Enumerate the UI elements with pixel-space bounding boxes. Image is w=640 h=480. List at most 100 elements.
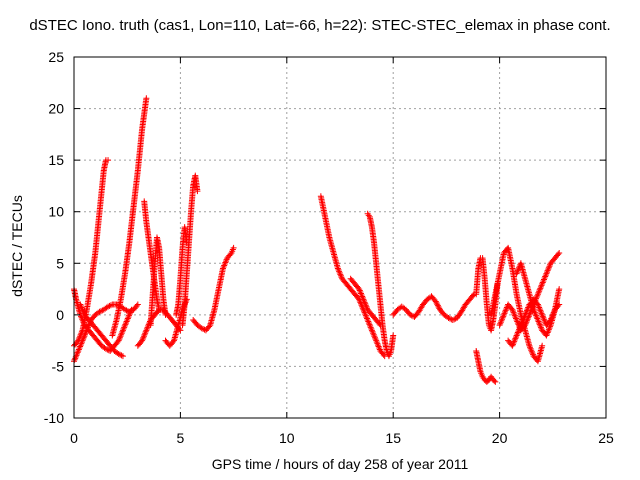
data-point [523, 308, 530, 315]
data-point [357, 289, 364, 296]
data-point [514, 267, 521, 274]
data-point [536, 288, 543, 295]
data-point [143, 325, 150, 332]
data-point [534, 301, 541, 308]
data-point [81, 331, 88, 338]
data-point [124, 317, 131, 324]
data-point [546, 325, 553, 332]
data-point [541, 317, 548, 324]
data-point [373, 339, 380, 346]
data-point [367, 322, 374, 329]
data-point [78, 304, 85, 311]
data-point [544, 269, 551, 276]
data-point [375, 343, 382, 350]
data-point [528, 347, 535, 354]
data-point [105, 303, 112, 310]
data-point [143, 327, 150, 334]
data-point [336, 269, 343, 276]
x-tick-label: 20 [492, 430, 508, 446]
data-point [434, 301, 441, 308]
data-point [519, 319, 526, 326]
data-point [556, 301, 563, 308]
data-point [497, 320, 504, 327]
data-point [118, 352, 125, 359]
data-point [80, 336, 87, 343]
data-point [524, 305, 531, 312]
grid-lines [74, 57, 606, 418]
data-point [528, 348, 535, 355]
data-point [513, 315, 520, 322]
data-point [535, 289, 542, 296]
data-point [510, 339, 517, 346]
data-point [337, 272, 344, 279]
data-point [356, 286, 363, 293]
data-point [534, 317, 541, 324]
data-point [369, 328, 376, 335]
data-point [516, 326, 523, 333]
data-point [542, 272, 549, 279]
data-point [390, 332, 397, 339]
data-point [367, 324, 374, 331]
data-point [359, 293, 366, 300]
data-point [510, 309, 517, 316]
data-point [527, 344, 533, 351]
data-point [74, 349, 81, 356]
data-point [361, 297, 368, 304]
data-point [537, 308, 544, 315]
data-point [511, 312, 518, 319]
data-point [514, 318, 521, 325]
data-point [357, 290, 364, 297]
data-point [121, 322, 128, 329]
data-point [511, 311, 518, 318]
data-point [446, 315, 453, 322]
y-tick-label: 15 [48, 152, 64, 168]
data-point [362, 311, 369, 318]
data-point [96, 308, 103, 315]
data-point [539, 279, 546, 286]
data-point [536, 304, 543, 311]
data-point [359, 294, 366, 301]
data-point [514, 319, 521, 326]
data-point [502, 308, 509, 315]
data-point [497, 319, 504, 326]
data-point [520, 314, 527, 321]
data-point [356, 287, 363, 294]
data-point [115, 351, 122, 358]
data-point [547, 323, 554, 330]
data-point [556, 249, 563, 256]
data-point [539, 313, 546, 320]
data-point [531, 308, 538, 315]
data-point [530, 306, 537, 313]
data-point [500, 313, 507, 320]
data-point [502, 307, 509, 314]
data-point [514, 331, 521, 338]
data-point [219, 265, 226, 272]
data-point [75, 346, 82, 353]
data-point [116, 336, 123, 343]
data-point [500, 311, 507, 318]
y-tick-label: 25 [48, 49, 64, 65]
x-tick-label: 0 [70, 430, 78, 446]
data-point [364, 315, 371, 322]
data-point [117, 351, 124, 358]
data-point [336, 268, 343, 275]
data-point [540, 276, 547, 283]
data-point [360, 296, 367, 303]
data-point [520, 316, 527, 323]
data-point [143, 95, 150, 102]
data-point [537, 283, 544, 290]
data-point [432, 298, 439, 305]
data-point [230, 244, 237, 251]
axis-ticks: 0 5 10 15 20 25 -10 -5 0 5 10 15 20 25 [44, 49, 614, 446]
data-point [78, 314, 85, 321]
data-point [509, 341, 516, 348]
data-point [97, 308, 104, 315]
data-point [77, 342, 84, 349]
data-point [122, 319, 129, 326]
data-point [445, 314, 452, 321]
data-point [538, 282, 545, 289]
data-point [105, 157, 112, 164]
data-point [537, 285, 544, 292]
data-point [449, 317, 456, 324]
data-point [544, 267, 551, 274]
